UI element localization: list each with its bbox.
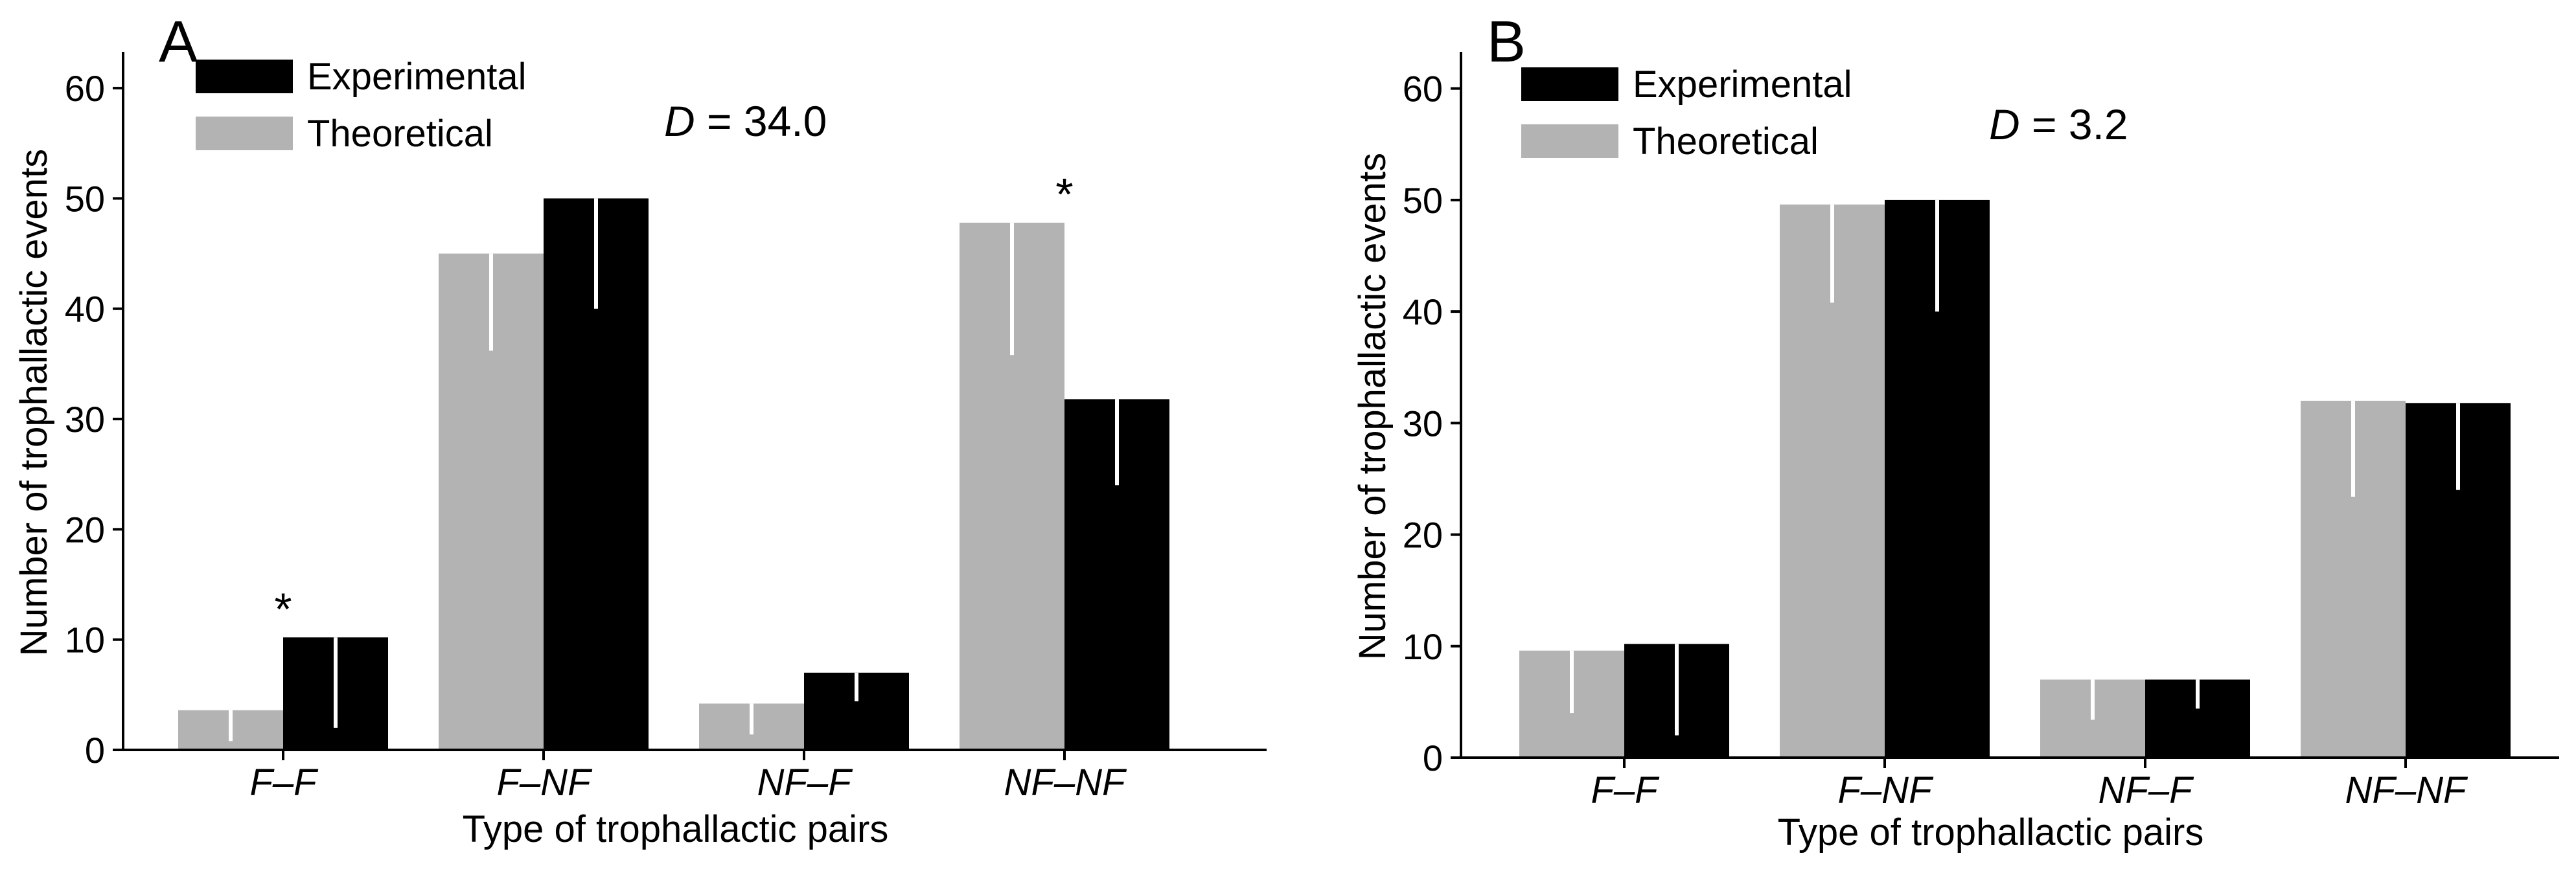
x-tick-label: F–F <box>1591 769 1660 811</box>
legend-label-theoretical: Theoretical <box>307 113 493 155</box>
x-tick-label: F–F <box>249 762 319 804</box>
x-tick-label: NF–F <box>757 762 854 804</box>
statistic-symbol: D <box>664 97 695 145</box>
y-tick-label: 50 <box>65 178 105 219</box>
y-axis-title: Number of trophallactic events <box>13 149 55 656</box>
y-tick-label: 30 <box>1403 403 1443 444</box>
legend-swatch-theoretical <box>1521 124 1618 158</box>
y-axis-title: Number of trophallactic events <box>1351 153 1394 660</box>
x-tick-label: NF–F <box>2099 769 2195 811</box>
legend-label-experimental: Experimental <box>307 56 526 98</box>
y-tick-label: 30 <box>65 399 105 440</box>
y-tick-label: 20 <box>1403 515 1443 556</box>
legend: Experimental Theoretical <box>1521 63 1852 163</box>
y-tick-label: 0 <box>85 730 105 771</box>
statistic-value: = 34.0 <box>695 97 827 145</box>
y-tick-label: 60 <box>1403 69 1443 109</box>
statistic-label: D = 34.0 <box>664 97 827 145</box>
panel-B: F–F F–NF NF–F NF–NF 0 10 20 30 40 50 60 Number of t… <box>1351 10 2559 854</box>
significance-marker: * <box>1055 169 1073 220</box>
statistic-label: D = 3.2 <box>1989 100 2128 148</box>
panel-letter: A <box>159 10 198 74</box>
legend-swatch-experimental <box>1521 67 1618 101</box>
legend-swatch-experimental <box>196 60 293 93</box>
x-axis-title: Type of trophallactic pairs <box>463 808 889 850</box>
statistic-value: = 3.2 <box>2020 100 2128 148</box>
significance-marker: * <box>274 583 292 634</box>
legend: Experimental Theoretical <box>196 56 526 155</box>
x-axis-title: Type of trophallactic pairs <box>1778 811 2204 854</box>
statistic-symbol: D <box>1989 100 2020 148</box>
y-tick-label: 60 <box>65 68 105 109</box>
y-tick-label: 20 <box>65 509 105 550</box>
legend-label-experimental: Experimental <box>1633 63 1852 106</box>
legend-label-theoretical: Theoretical <box>1633 120 1819 163</box>
y-tick-label: 10 <box>1403 626 1443 667</box>
legend-swatch-theoretical <box>196 117 293 150</box>
y-tick-label: 0 <box>1423 738 1443 778</box>
x-tick-label: F–NF <box>1838 769 1935 811</box>
x-tick-label: NF–NF <box>1004 762 1127 804</box>
y-tick-label: 10 <box>65 620 105 661</box>
panel-letter: B <box>1487 10 1526 74</box>
y-tick-label: 40 <box>1403 291 1443 332</box>
y-tick-label: 50 <box>1403 180 1443 221</box>
x-tick-label: NF–NF <box>2345 769 2468 811</box>
x-tick-label: F–NF <box>497 762 593 804</box>
y-tick-label: 40 <box>65 289 105 330</box>
